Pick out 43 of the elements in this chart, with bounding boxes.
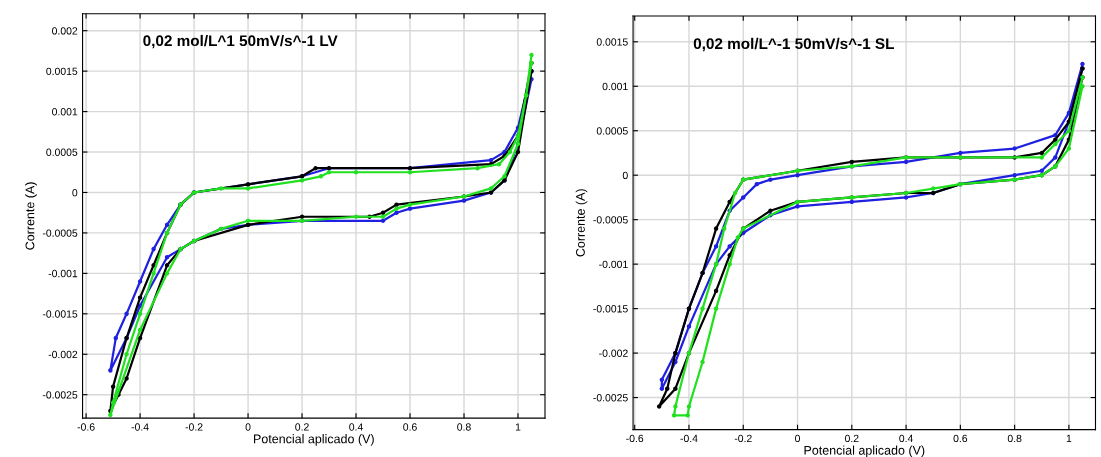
- y-tick-label: 0.0005: [46, 148, 78, 156]
- x-tick-label: 0.6: [403, 423, 417, 431]
- y-tick-label: -0.0005: [593, 216, 628, 224]
- x-tick-label: 0.4: [899, 434, 914, 443]
- y-axis-title: Corrente (A): [575, 189, 588, 257]
- x-tick-label: -0.2: [734, 434, 752, 443]
- y-tick-label: -0.002: [599, 349, 628, 357]
- y-tick-label: -0.001: [599, 260, 628, 269]
- x-tick-label: 0: [795, 434, 801, 443]
- y-axis-title: Corrente (A): [25, 182, 37, 250]
- y-tick-label: 0: [622, 171, 628, 180]
- x-tick-label: 0.8: [1007, 434, 1022, 443]
- y-tick-label: 0.0015: [596, 38, 628, 46]
- x-axis-title: Potencial aplicado (V): [254, 434, 374, 446]
- x-tick-label: -0.4: [680, 434, 698, 443]
- y-tick-label: 0.002: [52, 27, 78, 35]
- y-tick-label: -0.0025: [42, 391, 78, 399]
- y-tick-label: 0.001: [602, 82, 628, 91]
- x-tick-label: -0.2: [185, 423, 203, 431]
- x-tick-label: -0.6: [626, 434, 644, 443]
- y-tick-label: -0.0015: [42, 310, 78, 318]
- y-tick-label: -0.002: [48, 350, 78, 359]
- x-tick-label: -0.4: [131, 423, 149, 431]
- x-tick-label: 0: [245, 423, 251, 431]
- y-tick-label: 0.001: [52, 108, 78, 116]
- annotation: 0,02 mol/L^1 50mV/s^-1 LV: [143, 34, 338, 49]
- x-tick-label: 0.2: [844, 434, 859, 443]
- x-axis-title: Potencial aplicado (V): [804, 445, 925, 457]
- y-tick-label: -0.0015: [593, 305, 628, 313]
- x-tick-label: -0.6: [77, 423, 95, 431]
- x-tick-label: 0.6: [953, 434, 968, 443]
- y-tick-label: 0.0005: [596, 127, 628, 135]
- y-tick-label: 0: [72, 188, 78, 197]
- x-tick-label: 0.8: [457, 423, 471, 431]
- x-tick-label: 1: [1066, 434, 1072, 442]
- x-tick-label: 0.4: [349, 423, 363, 431]
- y-tick-label: -0.001: [48, 269, 78, 278]
- y-tick-label: 0.0015: [46, 67, 78, 76]
- y-tick-label: -0.0025: [593, 394, 628, 402]
- x-tick-label: 1: [515, 423, 521, 431]
- x-tick-label: 0.2: [295, 423, 309, 431]
- annotation: 0,02 mol/L^-1 50mV/s^-1 SL: [693, 37, 894, 52]
- y-tick-label: -0.0005: [42, 229, 78, 237]
